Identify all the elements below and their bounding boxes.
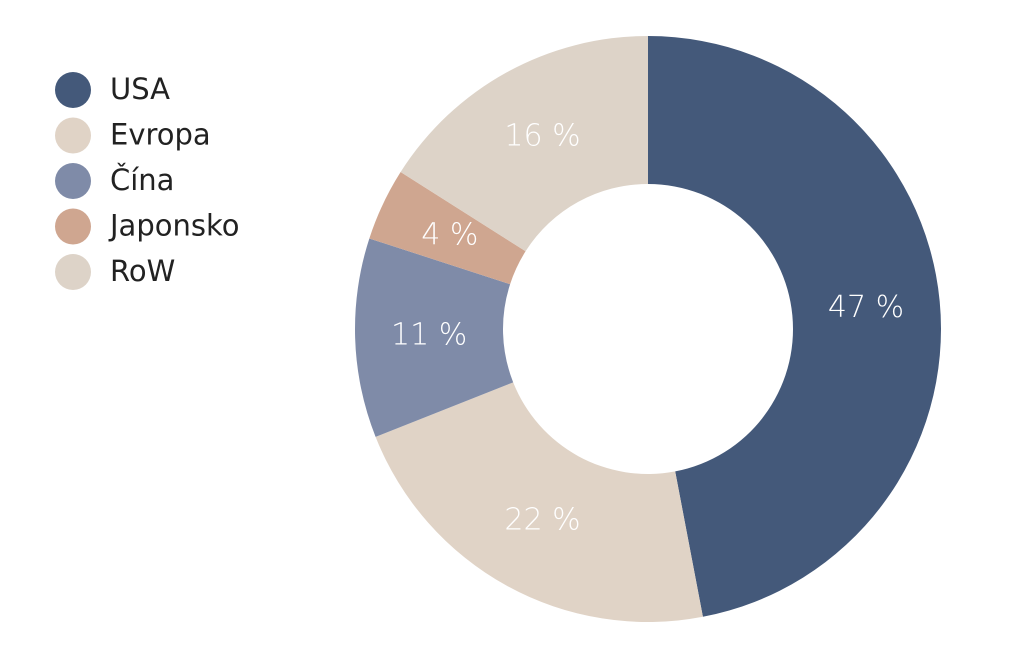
legend-label: RoW bbox=[110, 254, 175, 288]
donut-slice bbox=[400, 36, 648, 252]
value-label: 16 % bbox=[504, 119, 580, 154]
legend-swatch bbox=[55, 72, 91, 108]
legend-swatch bbox=[55, 117, 91, 154]
legend-swatch bbox=[55, 254, 91, 290]
legend-label: USA bbox=[110, 72, 170, 106]
value-label: 11 % bbox=[391, 317, 467, 352]
legend-swatch bbox=[55, 163, 91, 199]
donut-slice bbox=[648, 36, 941, 617]
donut-slice bbox=[369, 172, 526, 285]
legend-swatch bbox=[55, 208, 91, 245]
value-label: 47 % bbox=[828, 290, 904, 325]
legend-label: Evropa bbox=[110, 118, 211, 152]
legend-label: Japonsko bbox=[108, 209, 239, 243]
value-label: 4 % bbox=[421, 217, 478, 252]
donut-slice bbox=[355, 238, 514, 437]
value-label: 22 % bbox=[504, 502, 580, 537]
donut-slice bbox=[375, 382, 703, 623]
legend-label: Čína bbox=[110, 163, 174, 197]
